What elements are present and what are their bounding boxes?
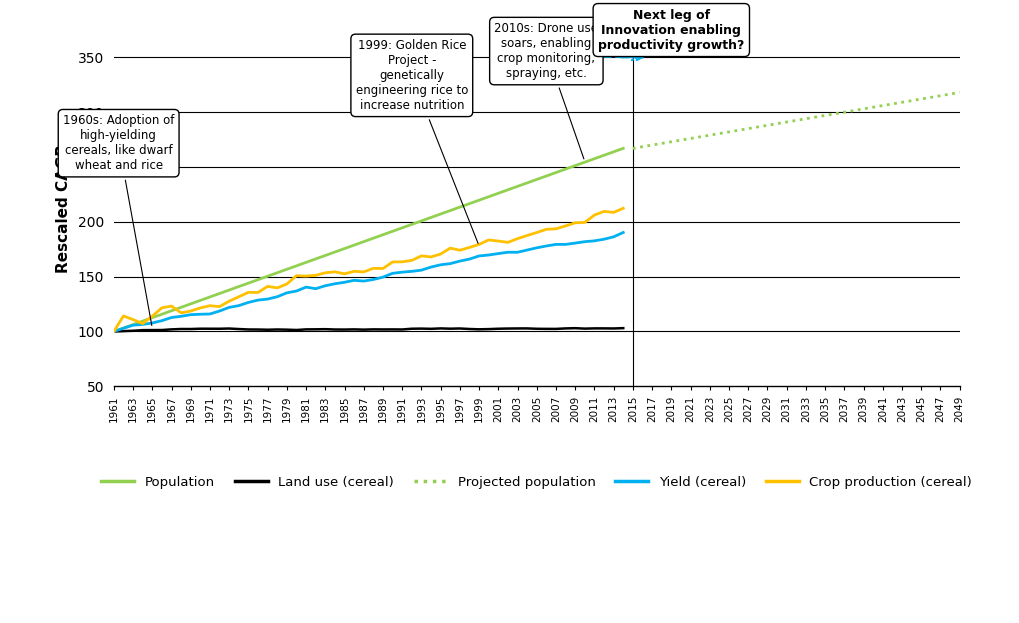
Legend: Population, Land use (cereal), Projected population, Yield (cereal), Crop produc: Population, Land use (cereal), Projected… [96,470,976,494]
Y-axis label: Rescaled CAGR: Rescaled CAGR [56,143,70,273]
Text: 1960s: Adoption of
high-yielding
cereals, like dwarf
wheat and rice: 1960s: Adoption of high-yielding cereals… [63,114,174,325]
Text: 1999: Golden Rice
Project -
genetically
engineering rice to
increase nutrition: 1999: Golden Rice Project - genetically … [356,39,478,244]
Text: 2010s: Drone use
soars, enabling
crop monitoring,
spraying, etc.: 2010s: Drone use soars, enabling crop mo… [494,22,598,159]
Text: Next leg of
Innovation enabling
productivity growth?: Next leg of Innovation enabling producti… [597,9,744,52]
